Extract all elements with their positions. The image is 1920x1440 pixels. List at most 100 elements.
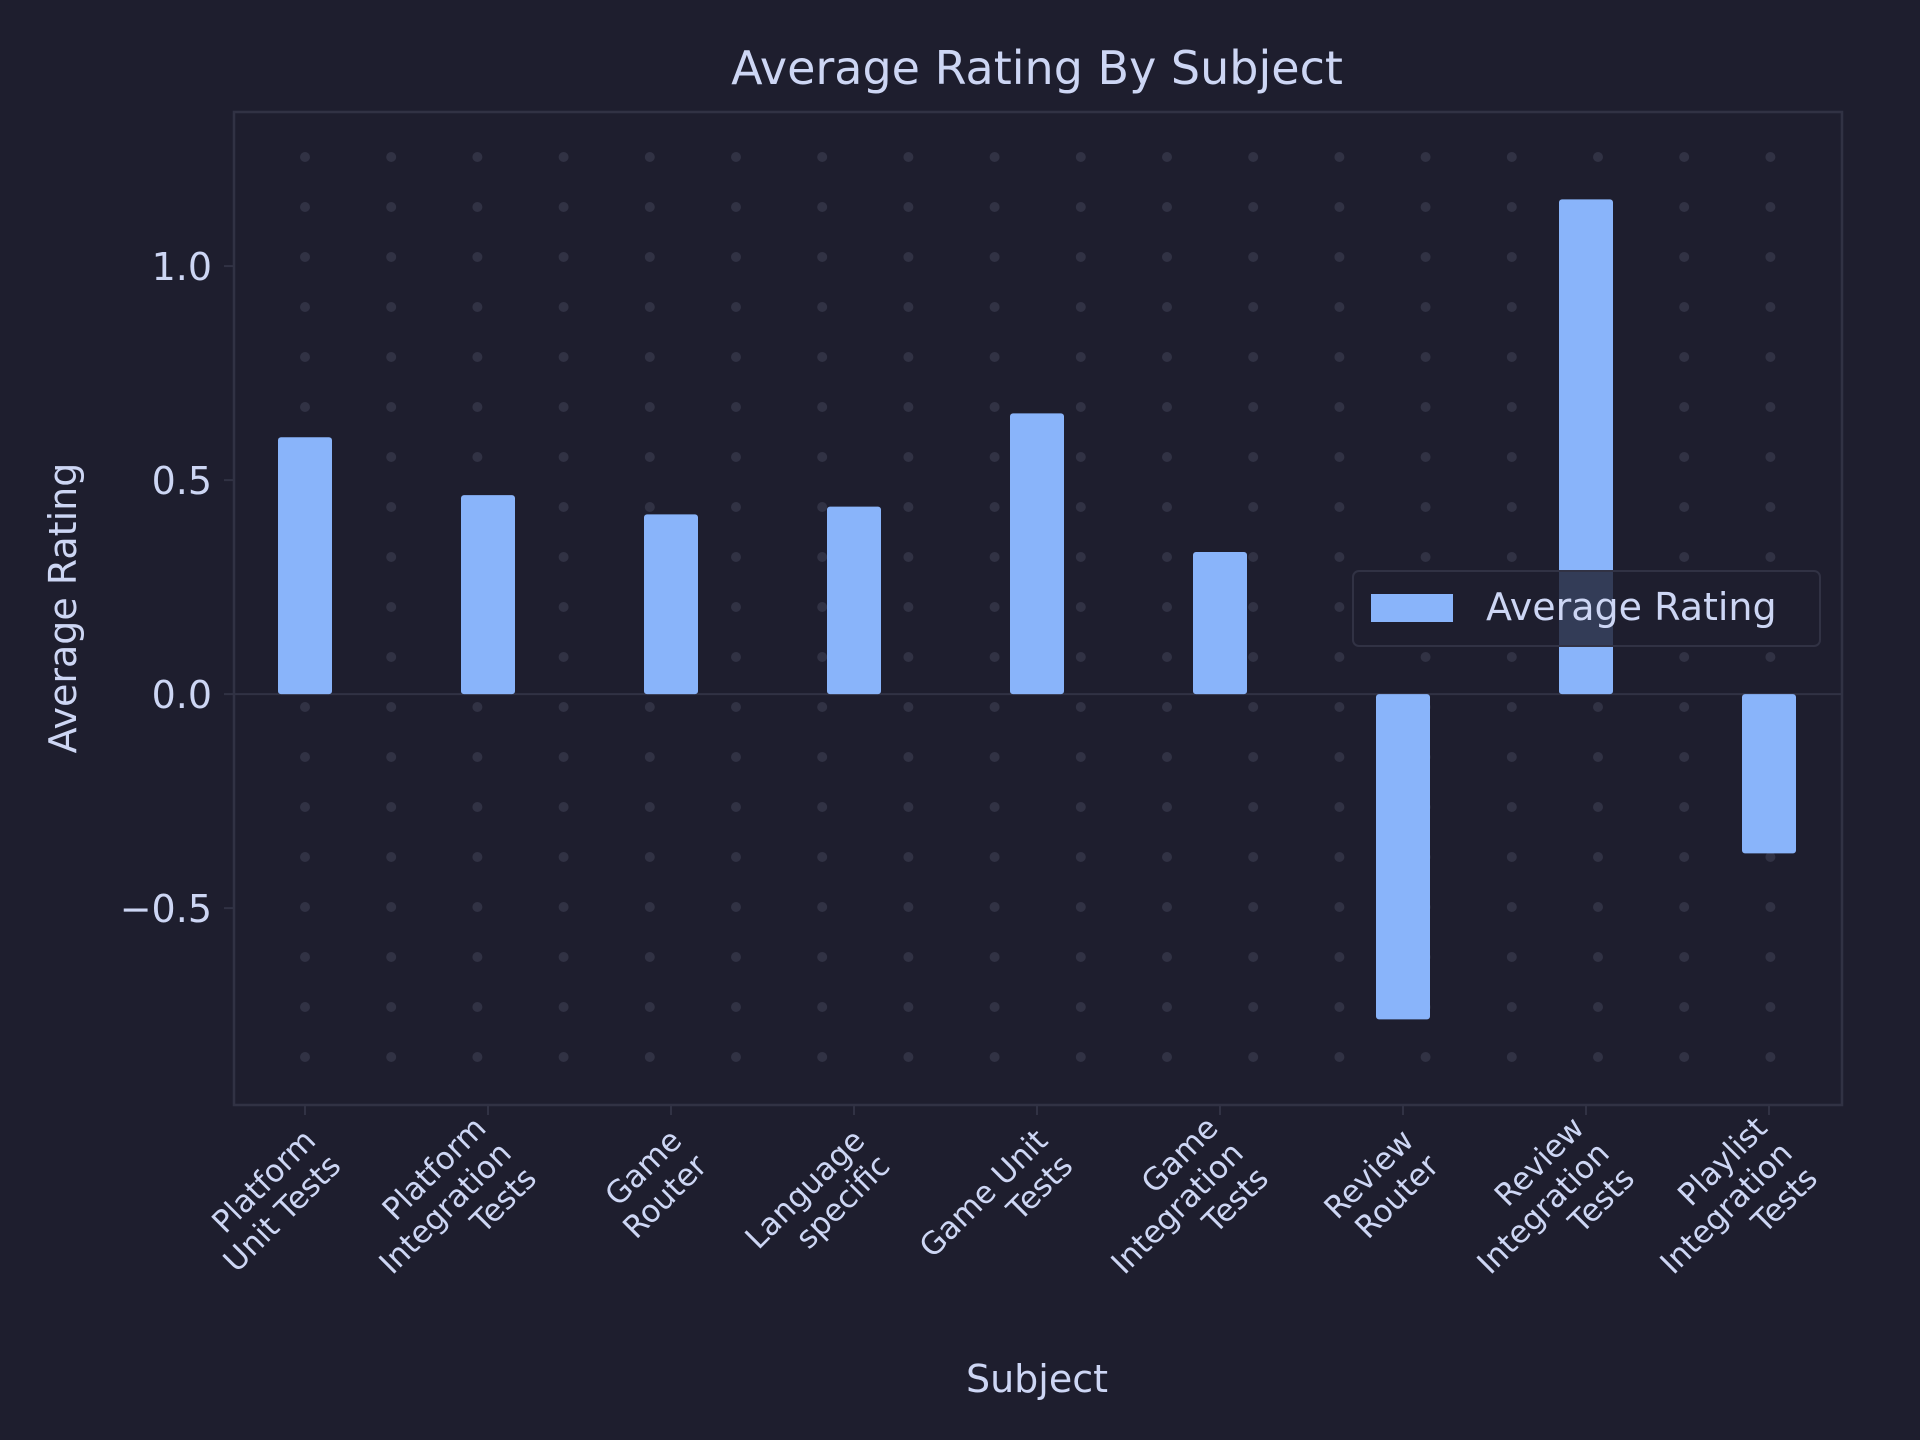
grid-dot (1334, 352, 1345, 362)
grid-dot (817, 902, 828, 912)
grid-dot (1075, 352, 1086, 362)
grid-dot (1334, 602, 1345, 612)
grid-dot (731, 452, 741, 462)
chart-title: Average Rating By Subject (731, 41, 1343, 95)
grid-dot (472, 352, 483, 362)
grid-dot (1420, 202, 1431, 212)
grid-dot (903, 252, 914, 262)
grid-dot (386, 352, 397, 362)
grid-dot (989, 802, 1000, 812)
grid-dot (1248, 452, 1259, 462)
grid-dot (1075, 652, 1086, 662)
grid-dot (386, 752, 397, 762)
grid-dot (644, 1002, 655, 1012)
grid-dot (300, 752, 310, 762)
grid-dot (386, 552, 397, 562)
grid-dot (817, 202, 828, 212)
grid-dot (644, 152, 655, 162)
grid-dot (1162, 202, 1172, 212)
grid-dot (1506, 652, 1517, 662)
grid-dot (1765, 202, 1776, 212)
grid-dot (1334, 702, 1345, 712)
grid-dot (989, 902, 1000, 912)
grid-dot (903, 152, 914, 162)
grid-dot (300, 152, 310, 162)
grid-dot (1593, 952, 1603, 962)
grid-dot (558, 502, 569, 512)
grid-dot (1765, 352, 1776, 362)
grid-dot (300, 202, 310, 212)
grid-dot (472, 802, 483, 812)
grid-dot (1248, 852, 1259, 862)
grid-dot (386, 602, 397, 612)
grid-dot (1506, 752, 1517, 762)
bar (827, 506, 881, 695)
grid-dot (644, 502, 655, 512)
grid-dot (731, 602, 741, 612)
grid-dot (1162, 452, 1172, 462)
grid-dot (386, 402, 397, 412)
grid-dot (1506, 952, 1517, 962)
grid-dot (903, 752, 914, 762)
grid-dot (1679, 852, 1690, 862)
grid-dot (1075, 402, 1086, 412)
grid-dot (1075, 552, 1086, 562)
bar (1193, 552, 1247, 695)
grid-dot (558, 1052, 569, 1062)
grid-dot (1162, 752, 1172, 762)
grid-dot (1334, 252, 1345, 262)
grid-dot (1593, 752, 1603, 762)
y-tick-label: 0.0 (152, 673, 212, 717)
grid-dot (989, 652, 1000, 662)
grid-dot (903, 702, 914, 712)
grid-dot (386, 702, 397, 712)
grid-dot (1593, 702, 1603, 712)
grid-dot (1679, 652, 1690, 662)
grid-dot (1593, 152, 1603, 162)
grid-dot (1334, 202, 1345, 212)
grid-dot (644, 352, 655, 362)
grid-dot (1248, 352, 1259, 362)
grid-dot (1075, 852, 1086, 862)
grid-dot (1162, 502, 1172, 512)
grid-dot (558, 1002, 569, 1012)
grid-dot (472, 452, 483, 462)
grid-dot (1334, 302, 1345, 312)
bar (1010, 413, 1064, 695)
bar (1376, 694, 1430, 1020)
grid-dot (903, 852, 914, 862)
legend-label: Average Rating (1486, 585, 1777, 629)
grid-dot (386, 202, 397, 212)
grid-dot (1593, 902, 1603, 912)
legend: Average Rating (1352, 570, 1821, 647)
grid-dot (472, 152, 483, 162)
grid-dot (817, 702, 828, 712)
grid-dot (817, 302, 828, 312)
grid-dot (1506, 302, 1517, 312)
grid-dot (731, 352, 741, 362)
bar (461, 495, 515, 695)
grid-dot (1334, 402, 1345, 412)
grid-dot (903, 652, 914, 662)
grid-dot (1248, 152, 1259, 162)
grid-dot (817, 402, 828, 412)
grid-dot (558, 452, 569, 462)
grid-dot (731, 802, 741, 812)
grid-dot (1506, 152, 1517, 162)
grid-dot (1162, 952, 1172, 962)
grid-dot (1162, 852, 1172, 862)
grid-dot (558, 202, 569, 212)
grid-dot (903, 902, 914, 912)
grid-dot (472, 202, 483, 212)
grid-dot (817, 152, 828, 162)
grid-dot (1593, 1002, 1603, 1012)
y-tick-label: 1.0 (152, 245, 212, 289)
grid-dot (386, 1002, 397, 1012)
grid-dot (644, 902, 655, 912)
grid-dot (1075, 952, 1086, 962)
grid-dot (989, 402, 1000, 412)
bar (1742, 694, 1796, 854)
grid-dot (1075, 1002, 1086, 1012)
grid-dot (1765, 452, 1776, 462)
grid-dot (1075, 602, 1086, 612)
